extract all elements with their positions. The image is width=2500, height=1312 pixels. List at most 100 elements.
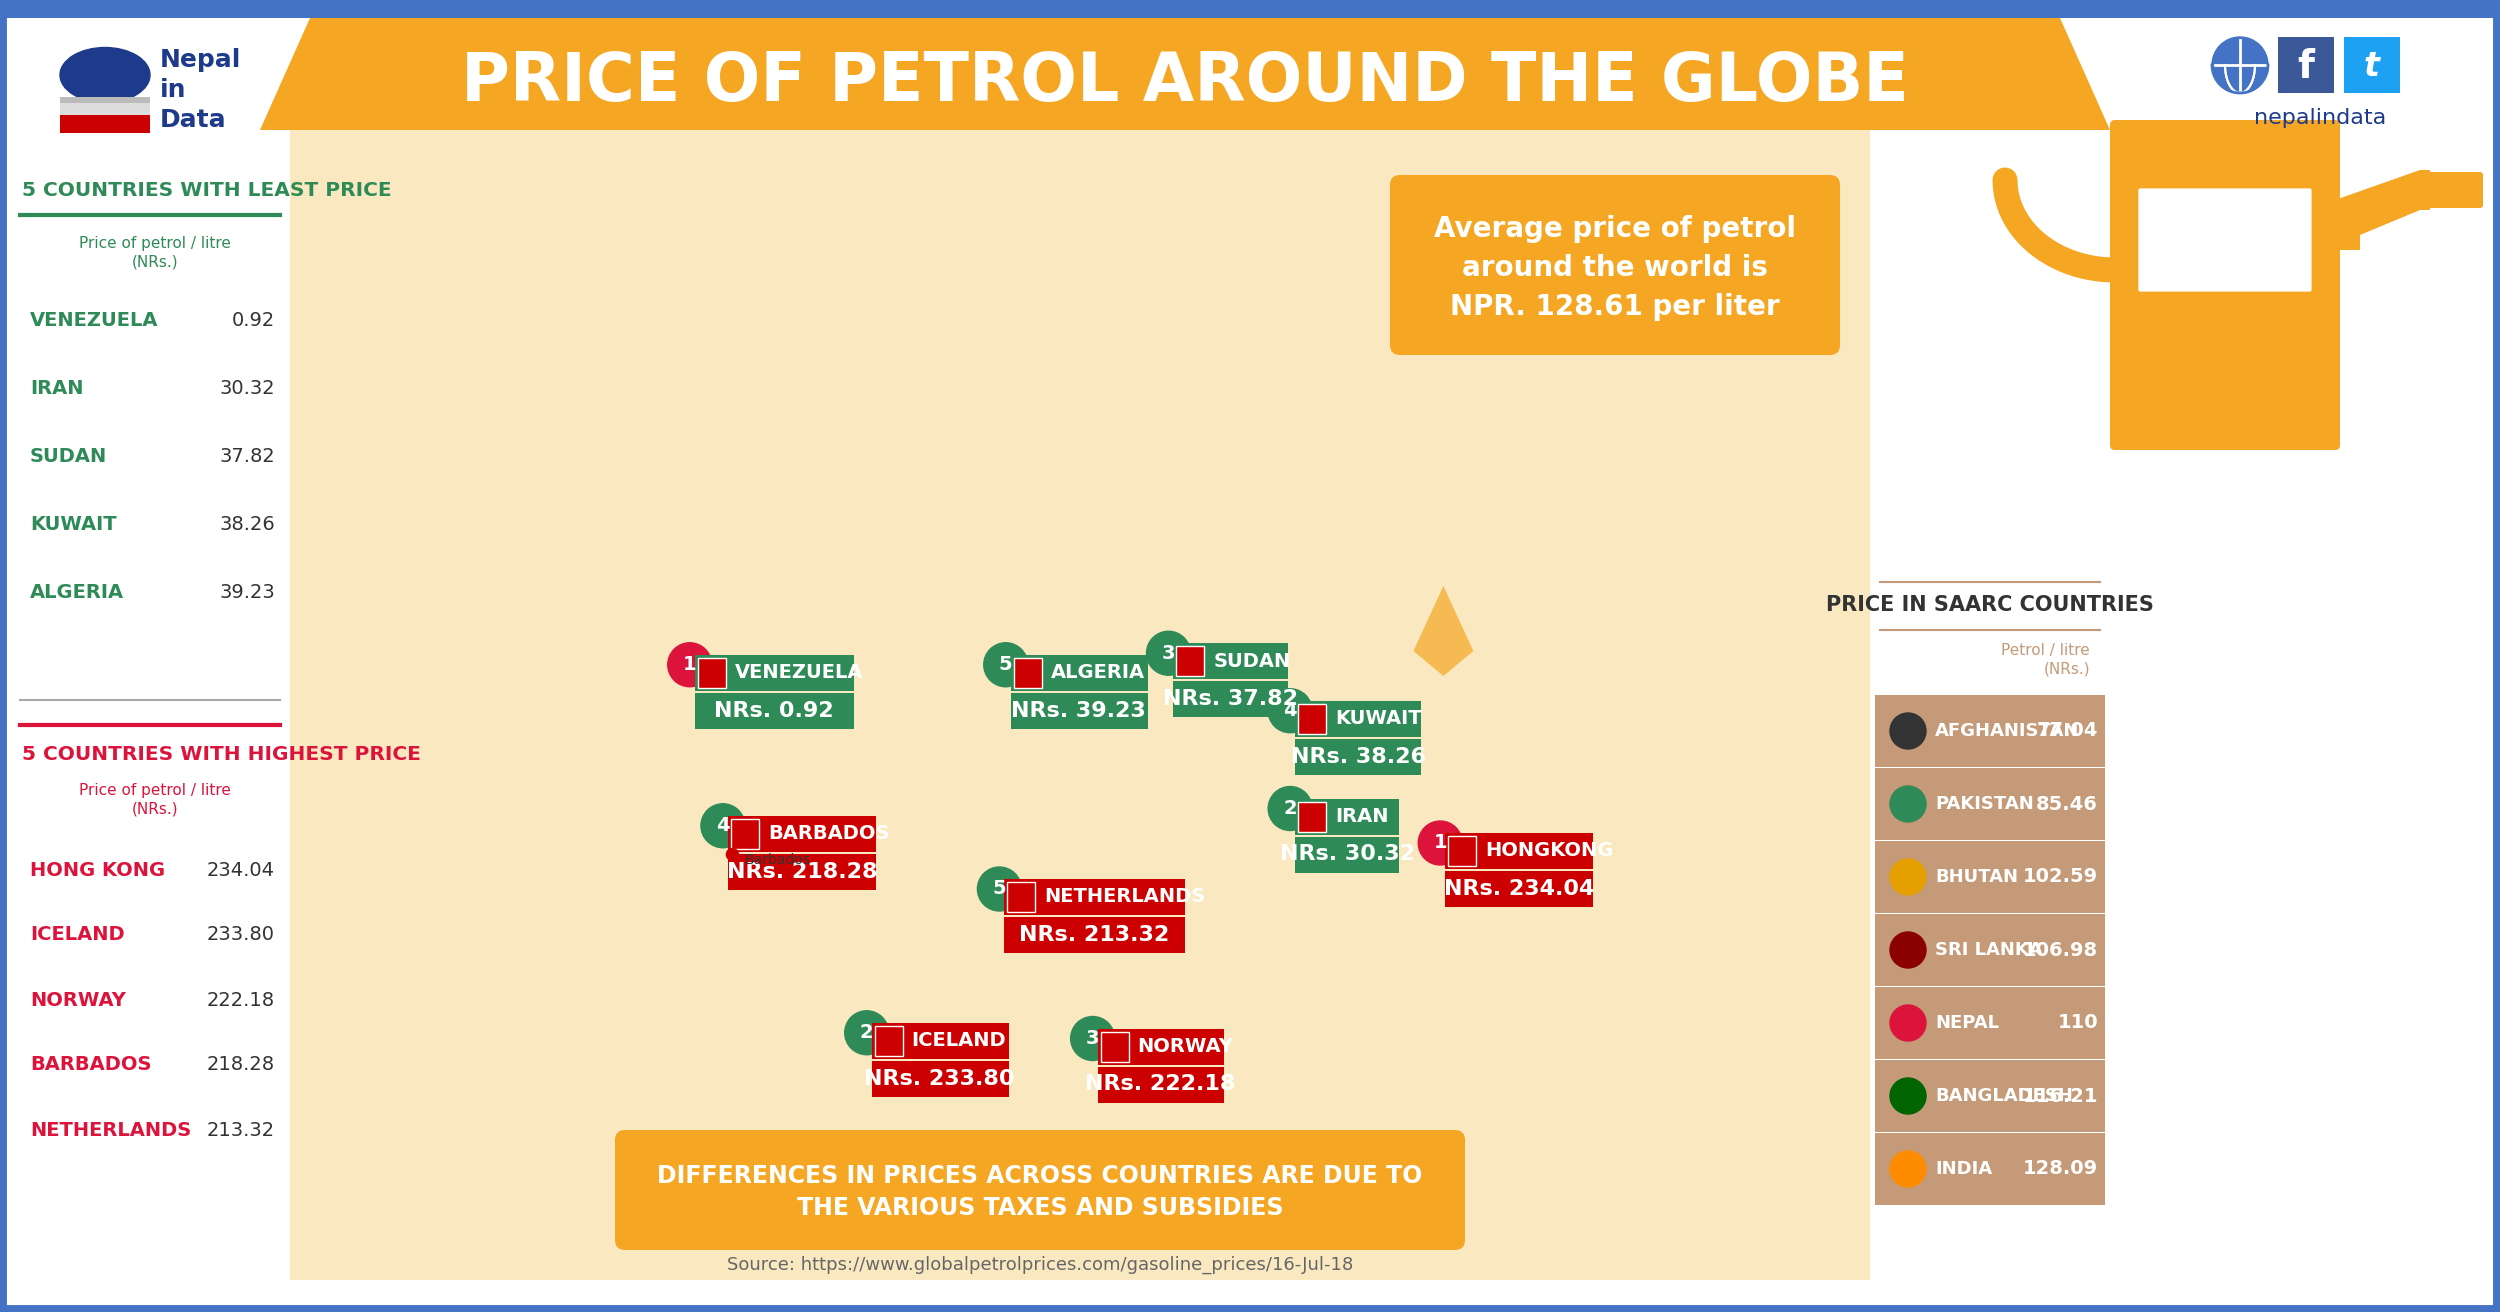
Bar	[875, 1026, 902, 1056]
Circle shape	[668, 643, 712, 686]
Text: NETHERLANDS: NETHERLANDS	[1045, 887, 1205, 907]
Text: 116.21: 116.21	[2023, 1086, 2098, 1106]
Bar	[1295, 799, 1400, 834]
Text: PAKISTAN: PAKISTAN	[1935, 795, 2035, 813]
Circle shape	[1890, 1078, 1925, 1114]
Bar	[1870, 130, 2110, 1281]
Text: NEPAL: NEPAL	[1935, 1014, 2000, 1033]
Text: SRI LANKA: SRI LANKA	[1935, 941, 2042, 959]
Bar	[60, 104, 150, 119]
Text: SUDAN: SUDAN	[30, 446, 107, 466]
Text: ALGERIA: ALGERIA	[1050, 664, 1145, 682]
Bar	[1875, 1060, 2105, 1132]
Text: IRAN: IRAN	[1335, 807, 1388, 827]
Text: 2: 2	[1282, 799, 1298, 817]
Text: 222.18: 222.18	[208, 991, 275, 1009]
Text: ICELAND: ICELAND	[30, 925, 125, 945]
Bar	[1098, 1029, 1222, 1064]
Bar	[1875, 695, 2105, 768]
Bar	[2278, 37, 2335, 93]
Text: 1: 1	[1432, 833, 1447, 853]
Text: NRs. 30.32: NRs. 30.32	[1280, 845, 1415, 865]
Bar	[1448, 836, 1475, 866]
Ellipse shape	[60, 47, 150, 102]
Bar	[1172, 643, 1288, 680]
Text: INDIA: INDIA	[1935, 1160, 1992, 1178]
Bar	[1172, 681, 1288, 718]
Text: Barbados: Barbados	[745, 853, 810, 866]
Text: HONGKONG: HONGKONG	[1485, 841, 1612, 861]
Text: f: f	[2298, 49, 2315, 87]
Text: 3: 3	[1085, 1029, 1100, 1048]
Text: 38.26: 38.26	[220, 514, 275, 534]
Text: 0.92: 0.92	[232, 311, 275, 329]
Text: nepalindata: nepalindata	[2255, 108, 2385, 129]
Circle shape	[1070, 1017, 1115, 1060]
FancyBboxPatch shape	[2110, 119, 2340, 450]
Text: BANGLADESH: BANGLADESH	[1935, 1088, 2072, 1105]
Text: Nepal
in
Data: Nepal in Data	[160, 49, 242, 131]
Text: BARBADOS: BARBADOS	[30, 1055, 152, 1075]
Bar	[1005, 879, 1185, 914]
Text: NRs. 37.82: NRs. 37.82	[1162, 689, 1298, 710]
Bar	[5, 130, 290, 1281]
Text: PRICE OF PETROL AROUND THE GLOBE: PRICE OF PETROL AROUND THE GLOBE	[460, 49, 1910, 115]
Bar	[290, 130, 1870, 1281]
Text: Average price of petrol
around the world is
NPR. 128.61 per liter: Average price of petrol around the world…	[1435, 215, 1795, 321]
Bar	[1178, 647, 1205, 676]
Text: NRs. 39.23: NRs. 39.23	[1013, 701, 1145, 720]
Bar	[1875, 768, 2105, 840]
Text: 39.23: 39.23	[220, 583, 275, 601]
Text: 128.09: 128.09	[2023, 1160, 2098, 1178]
Polygon shape	[2228, 295, 2262, 352]
Text: 234.04: 234.04	[208, 861, 275, 879]
Bar	[1875, 841, 2105, 913]
Polygon shape	[260, 18, 2110, 130]
Text: NORWAY: NORWAY	[1138, 1036, 1232, 1056]
Bar	[872, 1023, 1008, 1059]
Text: 4: 4	[715, 816, 730, 836]
Text: BARBADOS: BARBADOS	[768, 824, 890, 844]
Text: 5 COUNTRIES WITH HIGHEST PRICE: 5 COUNTRIES WITH HIGHEST PRICE	[22, 745, 420, 765]
Bar	[728, 816, 875, 851]
FancyBboxPatch shape	[615, 1130, 1465, 1250]
Bar	[1875, 987, 2105, 1059]
Bar	[872, 1060, 1008, 1097]
Text: PRICE IN SAARC COUNTRIES: PRICE IN SAARC COUNTRIES	[1825, 596, 2155, 615]
Bar	[1010, 655, 1148, 690]
Circle shape	[1890, 932, 1925, 968]
Circle shape	[978, 867, 1022, 911]
Bar	[1445, 833, 1593, 869]
Text: 37.82: 37.82	[220, 446, 275, 466]
Text: DIFFERENCES IN PRICES ACROSS COUNTRIES ARE DUE TO
THE VARIOUS TAXES AND SUBSIDIE: DIFFERENCES IN PRICES ACROSS COUNTRIES A…	[658, 1164, 1422, 1220]
Bar	[1010, 693, 1148, 728]
Text: t: t	[2365, 50, 2380, 84]
Bar	[60, 97, 150, 115]
Text: NRs. 218.28: NRs. 218.28	[728, 862, 878, 882]
Bar	[1875, 1134, 2105, 1204]
Text: SUDAN: SUDAN	[1212, 652, 1290, 670]
Text: ICELAND: ICELAND	[912, 1031, 1008, 1050]
Text: NRs. 0.92: NRs. 0.92	[715, 701, 832, 720]
Circle shape	[1268, 786, 1312, 830]
Text: AFGHANISTAN: AFGHANISTAN	[1935, 722, 2080, 740]
Circle shape	[1890, 712, 1925, 749]
Text: Petrol / litre
(NRs.): Petrol / litre (NRs.)	[2000, 643, 2090, 677]
Text: 106.98: 106.98	[2023, 941, 2098, 959]
Circle shape	[2212, 37, 2268, 93]
Bar	[730, 819, 760, 849]
Text: 85.46: 85.46	[2035, 795, 2098, 813]
Circle shape	[1268, 689, 1312, 732]
Text: NRs. 213.32: NRs. 213.32	[1020, 925, 1170, 945]
Bar	[0, 0, 2500, 18]
Text: 233.80: 233.80	[208, 925, 275, 945]
Bar	[1295, 837, 1400, 872]
Text: 2: 2	[860, 1023, 872, 1042]
Text: Price of petrol / litre
(NRs.): Price of petrol / litre (NRs.)	[80, 783, 230, 817]
Text: 102.59: 102.59	[2023, 867, 2098, 887]
Text: 5: 5	[1000, 655, 1012, 674]
Text: 3: 3	[1162, 644, 1175, 663]
Text: BHUTAN: BHUTAN	[1935, 869, 2018, 886]
Circle shape	[1148, 631, 1190, 676]
Bar	[1098, 1067, 1222, 1102]
